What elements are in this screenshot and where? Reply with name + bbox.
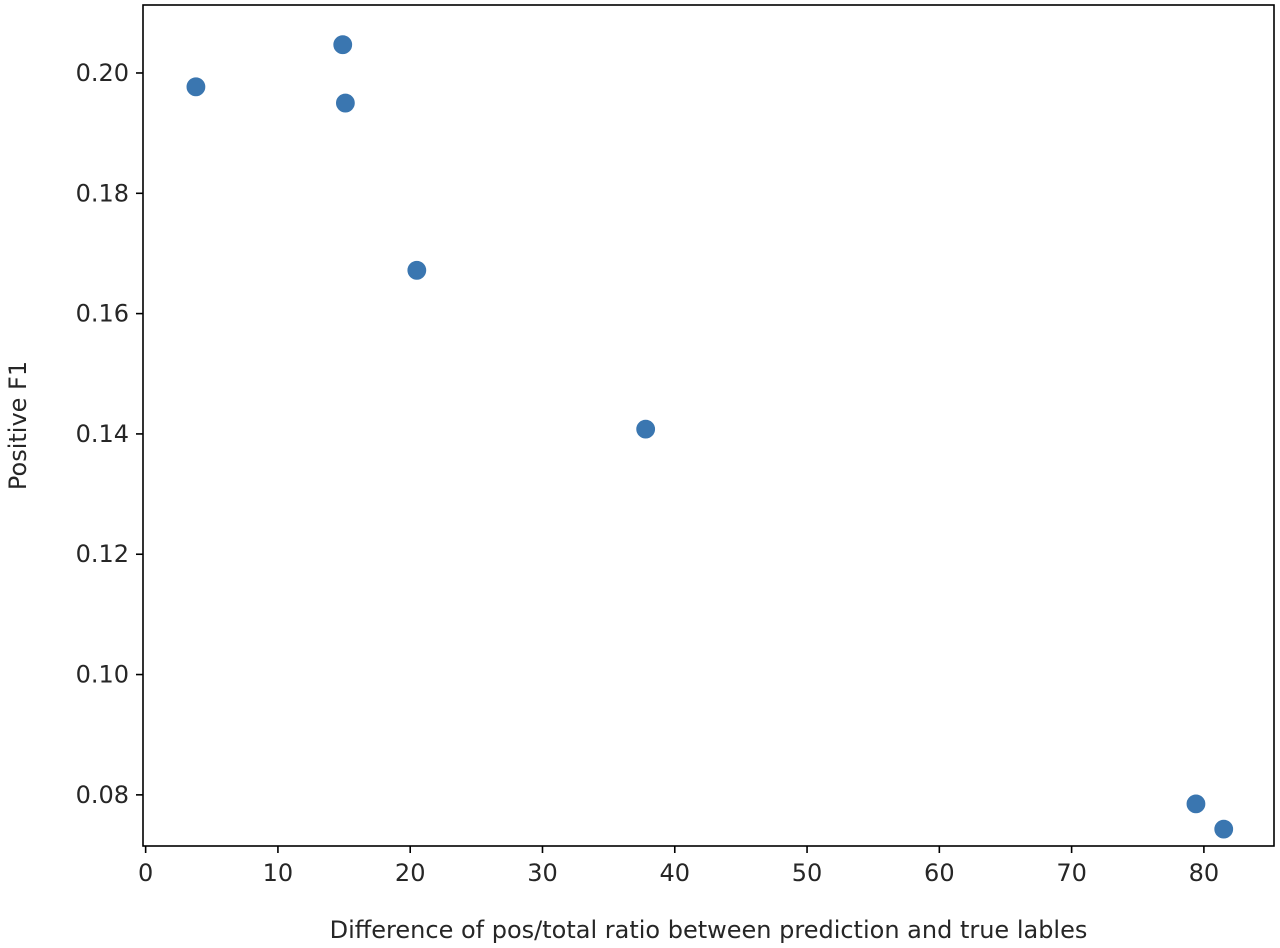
x-tick-label: 10 <box>263 859 294 887</box>
data-point <box>406 259 428 281</box>
x-tick-label: 0 <box>138 859 153 887</box>
y-tick-label: 0.16 <box>76 300 129 328</box>
x-tick-label: 20 <box>395 859 426 887</box>
x-tick-label: 30 <box>527 859 558 887</box>
x-tick-label: 40 <box>659 859 690 887</box>
y-tick-label: 0.14 <box>76 420 129 448</box>
points-layer <box>185 34 1235 840</box>
data-point <box>635 418 657 440</box>
plot-area-frame <box>142 4 1275 847</box>
x-axis-label: Difference of pos/total ratio between pr… <box>330 916 1088 944</box>
x-tick-label: 80 <box>1189 859 1220 887</box>
x-tick-label: 70 <box>1056 859 1087 887</box>
y-tick-label: 0.18 <box>76 179 129 207</box>
x-tick-label: 60 <box>924 859 955 887</box>
y-axis-label: Positive F1 <box>4 361 32 490</box>
y-tick-label: 0.08 <box>76 781 129 809</box>
data-point <box>185 76 207 98</box>
data-point <box>332 34 354 56</box>
x-tick-label: 50 <box>792 859 823 887</box>
ticks-layer: 0 10 20 30 40 50 60 70 80 0.08 0.10 0.12 0.14 0.16 0.1… <box>76 59 1220 887</box>
data-point <box>1185 793 1207 815</box>
y-tick-label: 0.20 <box>76 59 129 87</box>
data-point <box>334 92 356 114</box>
y-tick-label: 0.10 <box>76 661 129 689</box>
y-tick-label: 0.12 <box>76 540 129 568</box>
data-point <box>1213 818 1235 840</box>
